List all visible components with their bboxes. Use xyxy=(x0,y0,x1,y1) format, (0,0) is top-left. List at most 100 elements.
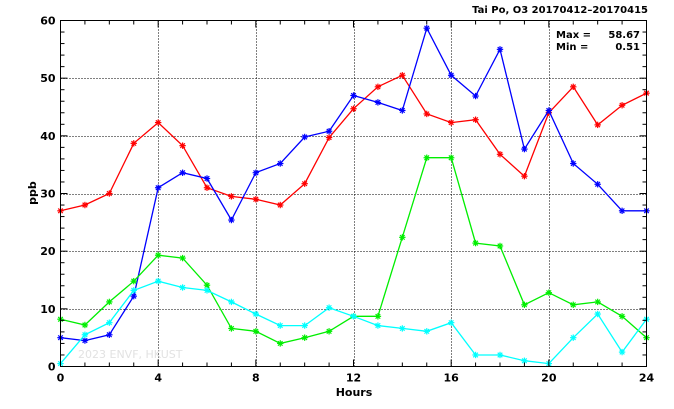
data-point xyxy=(325,134,333,141)
data-point xyxy=(350,105,357,112)
y-tick-label: 60 xyxy=(40,15,56,28)
data-point xyxy=(325,328,333,335)
data-point xyxy=(399,234,406,241)
series-2 xyxy=(57,24,650,344)
x-tick-label: 4 xyxy=(154,372,162,385)
data-point xyxy=(106,319,113,326)
data-point xyxy=(130,287,137,294)
data-point xyxy=(496,242,504,250)
data-point xyxy=(496,351,504,359)
data-point xyxy=(570,83,577,91)
data-point xyxy=(423,154,430,161)
data-point xyxy=(447,119,455,126)
data-point xyxy=(570,301,577,308)
data-point xyxy=(423,110,430,118)
data-point xyxy=(130,292,137,300)
data-point xyxy=(179,169,186,176)
data-point xyxy=(301,133,308,141)
series-line xyxy=(60,26,647,342)
data-point xyxy=(399,107,406,114)
data-point xyxy=(154,119,162,126)
data-point xyxy=(228,193,235,200)
data-point xyxy=(447,72,455,79)
data-point xyxy=(252,328,260,335)
x-tick-label: 8 xyxy=(252,372,260,385)
data-point xyxy=(203,287,211,294)
data-point xyxy=(399,325,406,332)
data-point xyxy=(350,313,357,320)
data-point xyxy=(325,128,333,135)
data-point xyxy=(203,175,211,182)
data-point xyxy=(521,145,528,153)
data-point xyxy=(277,340,284,347)
data-point xyxy=(374,83,382,91)
axis-ticks: 0 4 8 12 16 20 24 0 10 20 30 40 50 60 xyxy=(40,15,654,385)
data-point xyxy=(154,277,162,285)
data-point xyxy=(252,196,260,203)
data-point xyxy=(277,322,284,329)
min-label: Min = xyxy=(556,42,588,53)
data-point xyxy=(496,151,504,158)
y-tick-label: 0 xyxy=(48,361,56,374)
data-point xyxy=(570,160,577,167)
data-point xyxy=(374,322,382,329)
data-point xyxy=(106,190,113,197)
data-point xyxy=(618,102,626,109)
y-tick-label: 40 xyxy=(40,130,56,143)
data-point xyxy=(447,319,455,326)
max-value: 58.67 xyxy=(608,30,640,41)
y-axis-title: ppb xyxy=(26,181,39,205)
data-point xyxy=(301,334,308,341)
data-point xyxy=(301,322,308,329)
data-point xyxy=(106,331,113,338)
data-point xyxy=(472,116,479,123)
data-point xyxy=(570,334,577,341)
data-point xyxy=(130,140,137,147)
data-point xyxy=(106,298,113,306)
data-point xyxy=(423,328,430,335)
data-point xyxy=(594,181,601,188)
data-point xyxy=(618,207,626,214)
data-point xyxy=(179,254,186,262)
x-tick-label: 16 xyxy=(444,372,460,385)
data-point xyxy=(130,277,137,285)
data-point xyxy=(81,201,89,209)
min-value: 0.51 xyxy=(615,42,640,53)
x-tick-label: 20 xyxy=(541,372,557,385)
data-point xyxy=(447,154,455,161)
series-layer xyxy=(57,24,650,367)
y-tick-label: 50 xyxy=(40,72,56,85)
x-tick-label: 0 xyxy=(57,372,65,385)
data-point xyxy=(252,169,260,176)
data-point xyxy=(179,284,186,291)
data-point xyxy=(154,184,162,191)
data-point xyxy=(228,216,235,224)
data-point xyxy=(301,180,308,187)
data-point xyxy=(521,301,528,308)
chart-title: Tai Po, O3 20170412–20170415 xyxy=(472,5,648,16)
data-point xyxy=(350,92,357,99)
data-point xyxy=(154,252,162,259)
data-point xyxy=(81,337,89,344)
data-point xyxy=(81,331,89,338)
y-tick-label: 30 xyxy=(40,188,56,201)
data-point xyxy=(472,351,479,359)
data-point xyxy=(521,173,528,180)
data-point xyxy=(545,289,553,296)
y-tick-label: 10 xyxy=(40,303,56,316)
data-point xyxy=(618,348,626,356)
x-tick-label: 24 xyxy=(639,372,655,385)
y-tick-label: 20 xyxy=(40,245,56,258)
x-tick-label: 12 xyxy=(346,372,361,385)
data-point xyxy=(252,310,260,318)
data-point xyxy=(399,72,406,79)
data-point xyxy=(472,92,479,100)
x-axis-title: Hours xyxy=(336,386,373,399)
data-point xyxy=(618,313,626,320)
data-point xyxy=(374,99,382,106)
data-point xyxy=(325,304,333,311)
data-point xyxy=(179,142,186,149)
data-point xyxy=(203,184,211,191)
data-point xyxy=(277,201,284,209)
